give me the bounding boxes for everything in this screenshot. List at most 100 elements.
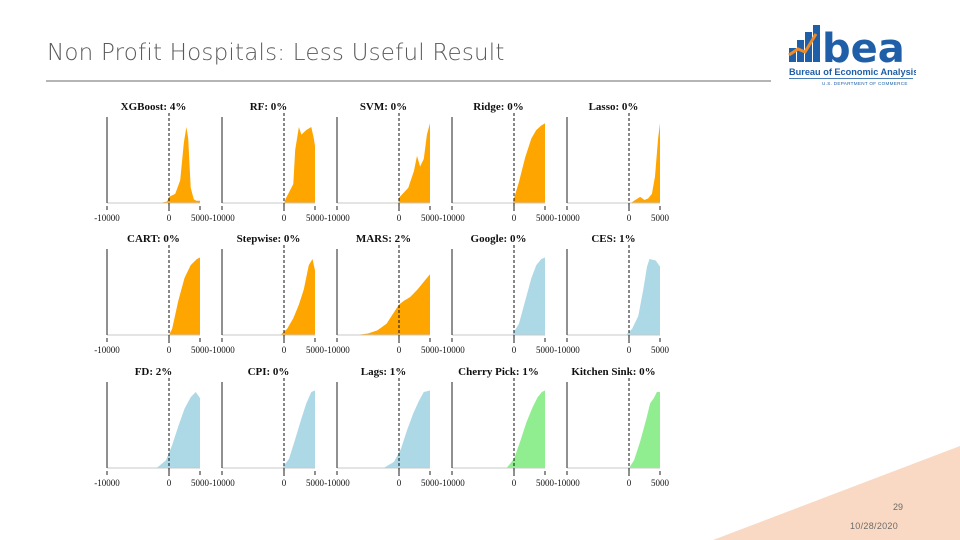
density-panel-rf: RF: 0% -10000 0 5000	[209, 101, 324, 223]
x-tick-label: 0	[167, 345, 172, 355]
x-tick-label: 5000	[191, 213, 210, 223]
density-area	[107, 257, 200, 335]
density-panel-cpi: CPI: 0% -10000 0 5000	[209, 366, 324, 488]
x-tick-label: 0	[282, 345, 287, 355]
x-tick-label: 5000	[306, 345, 325, 355]
logo-agency-name: Bureau of Economic Analysis	[789, 67, 916, 77]
panel-title: Ridge: 0%	[473, 101, 523, 113]
x-tick-label: -10000	[554, 345, 580, 355]
x-tick-label: -10000	[554, 478, 580, 488]
x-tick-label: 5000	[651, 478, 670, 488]
x-tick-label: 5000	[536, 345, 555, 355]
density-area	[452, 390, 545, 468]
density-panel-cherry-pick: Cherry Pick: 1% -10000 0 5000	[439, 366, 554, 488]
slide-date: 10/28/2020	[850, 521, 899, 531]
panel-title: Google: 0%	[471, 233, 527, 245]
density-area	[222, 127, 315, 203]
x-tick-label: 0	[627, 345, 632, 355]
density-area	[567, 123, 660, 203]
density-panel-xgboost: XGBoost: 4% -10000 0 5000	[94, 101, 209, 223]
page-number: 29	[893, 502, 904, 512]
density-area	[567, 259, 660, 335]
slide-title: Non Profit Hospitals: Less Useful Result	[47, 40, 505, 66]
x-tick-label: -10000	[324, 213, 350, 223]
panel-title: FD: 2%	[135, 366, 173, 378]
density-panel-lags: Lags: 1% -10000 0 5000	[324, 366, 439, 488]
x-tick-label: 0	[282, 213, 287, 223]
x-tick-label: -10000	[209, 213, 235, 223]
density-area	[452, 257, 545, 335]
x-tick-label: 0	[167, 478, 172, 488]
panel-title: CART: 0%	[127, 233, 180, 245]
density-area	[107, 127, 200, 203]
x-tick-label: 5000	[421, 478, 440, 488]
x-tick-label: -10000	[94, 345, 120, 355]
x-tick-label: 5000	[191, 345, 210, 355]
panel-title: Lags: 1%	[361, 366, 407, 378]
x-tick-label: -10000	[94, 213, 120, 223]
density-panel-ridge: Ridge: 0% -10000 0 5000	[439, 101, 554, 223]
panel-title: XGBoost: 4%	[121, 101, 187, 113]
x-tick-label: 0	[512, 345, 517, 355]
x-tick-label: 0	[397, 345, 402, 355]
x-tick-label: -10000	[209, 345, 235, 355]
logo-department: U.S. DEPARTMENT OF COMMERCE	[822, 81, 908, 86]
density-area	[567, 392, 660, 468]
density-area	[337, 123, 430, 203]
x-tick-label: -10000	[554, 213, 580, 223]
x-tick-label: 5000	[536, 213, 555, 223]
panel-title: RF: 0%	[250, 101, 288, 113]
panel-title: SVM: 0%	[360, 101, 407, 113]
panel-title: CPI: 0%	[248, 366, 290, 378]
density-area	[337, 274, 430, 335]
panel-title: MARS: 2%	[356, 233, 411, 245]
density-panel-cart: CART: 0% -10000 0 5000	[94, 233, 209, 355]
density-panel-mars: MARS: 2% -10000 0 5000	[324, 233, 439, 355]
x-tick-label: 0	[397, 213, 402, 223]
x-tick-label: -10000	[94, 478, 120, 488]
bea-logo: bea Bureau of Economic Analysis U.S. DEP…	[788, 25, 916, 86]
density-panel-lasso: Lasso: 0% -10000 0 5000	[554, 101, 669, 223]
x-tick-label: 0	[512, 478, 517, 488]
x-tick-label: 0	[397, 478, 402, 488]
x-tick-label: 0	[627, 213, 632, 223]
x-tick-label: 5000	[421, 345, 440, 355]
panel-title: Stepwise: 0%	[237, 233, 301, 245]
x-tick-label: -10000	[439, 213, 465, 223]
density-area	[337, 390, 430, 468]
x-tick-label: -10000	[324, 345, 350, 355]
x-tick-label: 5000	[651, 213, 670, 223]
logo-wordmark: bea	[822, 26, 905, 72]
density-area	[452, 123, 545, 203]
title-divider	[46, 80, 771, 82]
x-tick-label: 5000	[306, 213, 325, 223]
density-panel-svm: SVM: 0% -10000 0 5000	[324, 101, 439, 223]
x-tick-label: 5000	[306, 478, 325, 488]
density-area	[107, 392, 200, 468]
density-area	[222, 390, 315, 468]
x-tick-label: -10000	[439, 478, 465, 488]
x-tick-label: 5000	[536, 478, 555, 488]
x-tick-label: 5000	[651, 345, 670, 355]
panel-title: Cherry Pick: 1%	[458, 366, 539, 378]
x-tick-label: 0	[167, 213, 172, 223]
x-tick-label: 0	[282, 478, 287, 488]
density-panel-kitchen-sink: Kitchen Sink: 0% -10000 0 5000	[554, 366, 669, 488]
x-tick-label: -10000	[209, 478, 235, 488]
density-panel-google: Google: 0% -10000 0 5000	[439, 233, 554, 355]
x-tick-label: 5000	[421, 213, 440, 223]
density-panel-fd: FD: 2% -10000 0 5000	[94, 366, 209, 488]
panel-title: Lasso: 0%	[589, 101, 639, 113]
x-tick-label: 0	[627, 478, 632, 488]
panel-title: CES: 1%	[591, 233, 635, 245]
x-tick-label: -10000	[324, 478, 350, 488]
bea-logo-mark-icon	[788, 25, 820, 62]
panel-title: Kitchen Sink: 0%	[571, 366, 655, 378]
density-area	[222, 259, 315, 335]
x-tick-label: 5000	[191, 478, 210, 488]
density-panel-stepwise: Stepwise: 0% -10000 0 5000	[209, 233, 324, 355]
density-panel-ces: CES: 1% -10000 0 5000	[554, 233, 669, 355]
